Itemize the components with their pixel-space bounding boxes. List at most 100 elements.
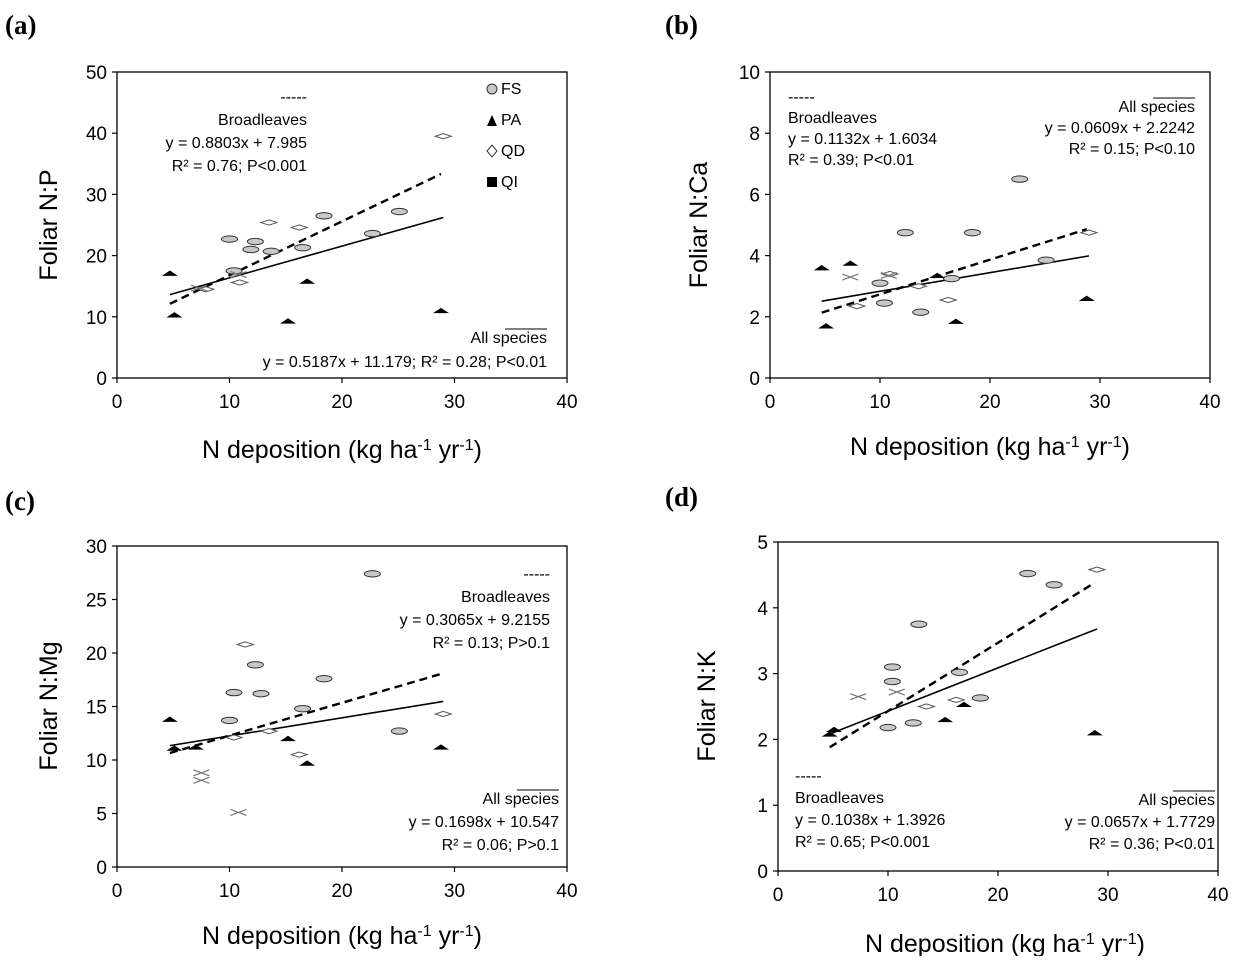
y-axis-title: Foliar N:Mg: [35, 641, 63, 770]
x-tick-label: 30: [444, 881, 465, 902]
point-qd: [916, 703, 937, 710]
chart-svg: (d) 0 1 2 3 4 5 0 10 20 30 40 N deposition (kg ha-1 …: [665, 482, 1229, 958]
trendline-broadleaves: [821, 228, 1088, 314]
x-tick-label: 20: [331, 392, 352, 413]
point-qi: [193, 776, 210, 784]
x-tick-label: 0: [765, 392, 776, 413]
point-fs: [1045, 581, 1063, 589]
point-pa: [826, 726, 843, 733]
broadleaves-equation: y = 0.1132x + 1.6034: [788, 131, 937, 148]
point-qd: [289, 224, 309, 231]
all-species-label: All species: [1139, 792, 1215, 809]
x-axis-title: N deposition (kg ha-1 yr-1): [865, 930, 1145, 956]
point-pa: [947, 318, 964, 324]
point-fs: [1037, 256, 1055, 264]
x-tick-label: 10: [877, 885, 898, 906]
point-fs: [225, 688, 243, 697]
point-fs: [1019, 569, 1037, 578]
point-qd: [433, 710, 453, 718]
point-fs: [951, 668, 968, 676]
y-tick-label: 15: [86, 698, 107, 719]
y-tick-label: 2: [757, 730, 768, 751]
y-tick-label: 20: [86, 644, 107, 665]
all-species-stats: R² = 0.06; P>0.1: [442, 837, 560, 854]
panel-label: (c): [5, 486, 35, 516]
broadleaves-equation: y = 0.3065x + 9.2155: [400, 612, 550, 629]
broadleaves-equation: y = 0.8803x + 7.985: [166, 135, 308, 152]
x-tick-label: 20: [987, 885, 1008, 906]
y-tick-label: 10: [86, 751, 107, 772]
all-species-label: All species: [483, 791, 559, 808]
point-fs: [1011, 175, 1029, 183]
x-tick-label: 10: [219, 392, 240, 413]
y-tick-label: 50: [86, 63, 107, 84]
point-pa: [161, 716, 178, 722]
broadleaves-label: Broadleaves: [461, 589, 550, 606]
all-species-equation: y = 0.0609x + 2.2242: [1045, 120, 1195, 137]
point-qd: [938, 296, 958, 304]
point-pa: [161, 270, 178, 276]
legend-marker-qd: [486, 144, 498, 158]
y-tick-label: 0: [757, 862, 768, 883]
trendline-broadleaves: [169, 672, 442, 755]
point-pa: [187, 744, 204, 750]
x-tick-label: 40: [1207, 885, 1228, 906]
x-tick-label: 40: [1199, 392, 1220, 413]
point-qi: [230, 808, 247, 816]
point-qd: [259, 727, 279, 735]
point-pa: [280, 318, 296, 324]
point-pa: [955, 701, 972, 708]
x-tick-label: 10: [869, 392, 890, 413]
point-fs: [262, 247, 280, 256]
y-tick-label: 10: [86, 308, 107, 329]
point-pa: [299, 278, 316, 284]
y-tick-label: 5: [96, 805, 107, 826]
point-pa: [813, 265, 830, 271]
point-fs: [315, 212, 333, 220]
point-fs: [879, 723, 897, 732]
broadleaves-dash-legend: -----: [788, 89, 815, 106]
chart-panel-d: (d) 0 1 2 3 4 5 0 10 20 30 40 N deposition (kg ha-1 …: [625, 478, 1252, 958]
x-tick-label: 0: [112, 881, 123, 902]
point-pa: [433, 307, 449, 314]
point-fs: [971, 694, 989, 702]
point-qd: [1079, 229, 1099, 236]
point-fs: [883, 677, 901, 686]
point-fs: [252, 689, 270, 698]
point-qd: [259, 219, 279, 226]
all-species-label: All species: [471, 330, 547, 347]
broadleaves-stats: R² = 0.13; P>0.1: [433, 635, 551, 652]
chart-svg: (a) 0 10 20 30 40 50 0 10 20 30 40 N deposition (kg …: [5, 10, 578, 464]
point-qd: [908, 283, 929, 290]
point-fs: [363, 570, 381, 578]
x-tick-label: 20: [331, 881, 352, 902]
point-pa: [299, 760, 316, 766]
chart-panel-c: (c) 0 5 10 15 20 25 30 0 10 20 30 40 N deposition (kg…: [0, 478, 610, 956]
point-pa: [821, 731, 838, 737]
trendline-all-species: [169, 216, 444, 296]
point-qi: [842, 273, 859, 281]
chart-panel-a: (a) 0 10 20 30 40 50 0 10 20 30 40 N deposition (kg …: [0, 0, 610, 478]
point-qi: [880, 271, 898, 280]
y-tick-label: 0: [749, 369, 760, 390]
point-qd: [230, 279, 250, 286]
point-fs: [294, 704, 312, 713]
point-pa: [280, 735, 296, 742]
x-tick-label: 30: [444, 392, 465, 413]
point-fs: [225, 267, 243, 275]
y-tick-label: 1: [757, 796, 768, 817]
point-qd: [847, 302, 867, 310]
broadleaves-label: Broadleaves: [218, 112, 307, 129]
broadleaves-dash-legend: -----: [795, 768, 822, 785]
point-pa: [166, 312, 183, 318]
point-fs: [246, 661, 264, 669]
point-fs: [912, 308, 930, 316]
all-species-stats: R² = 0.36; P<0.01: [1089, 836, 1215, 853]
y-tick-label: 0: [96, 369, 107, 390]
point-qd: [289, 751, 309, 758]
panel-label: (d): [665, 482, 698, 512]
point-pa: [166, 745, 183, 751]
y-axis-title: Foliar N:K: [693, 650, 721, 761]
all-species-equation: y = 0.0657x + 1.7729: [1065, 814, 1215, 831]
y-axis-title: Foliar N:Ca: [685, 162, 713, 289]
